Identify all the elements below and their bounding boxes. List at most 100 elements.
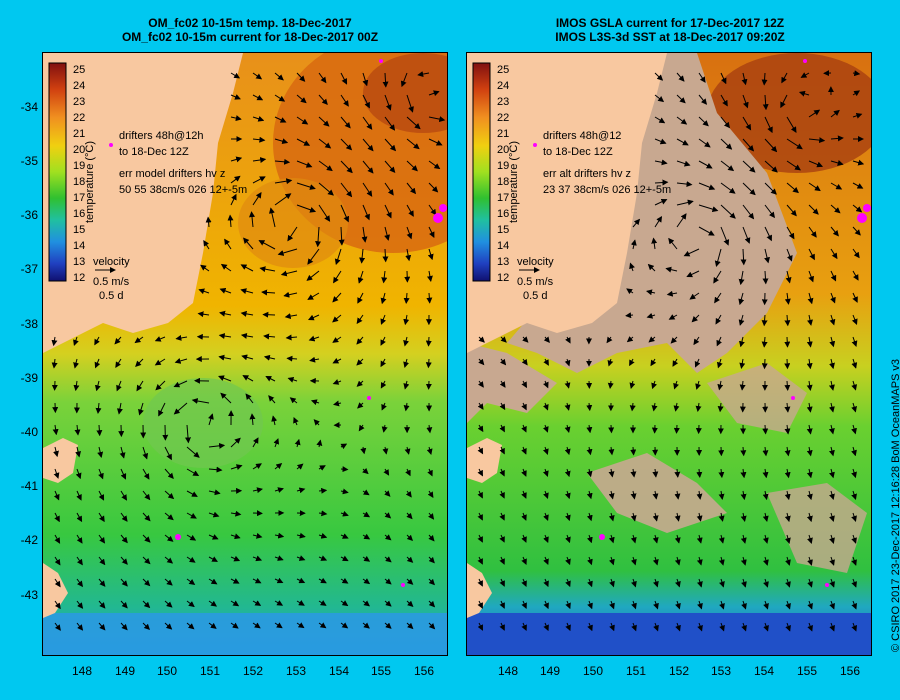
current-arrow (98, 468, 104, 480)
current-arrow (230, 533, 241, 540)
current-arrow (808, 226, 817, 238)
current-arrow (668, 314, 678, 320)
current-arrow (665, 266, 678, 273)
current-arrow (761, 358, 768, 370)
current-arrow (676, 181, 693, 188)
current-arrow (695, 380, 701, 390)
current-arrow (785, 270, 792, 284)
current-arrow (428, 138, 443, 146)
current-arrow (97, 446, 104, 458)
current-arrow (719, 622, 725, 632)
current-arrow (428, 182, 439, 193)
current-arrow (764, 160, 778, 173)
current-arrow (829, 490, 835, 501)
current-arrow (543, 512, 549, 522)
current-arrow (654, 179, 669, 186)
current-arrow (403, 358, 410, 368)
current-arrow (564, 446, 571, 456)
current-arrow (587, 578, 593, 588)
cb-tick: 13 (497, 256, 509, 268)
current-arrow (740, 512, 747, 522)
current-arrow (852, 159, 865, 166)
current-arrow (252, 115, 265, 122)
current-arrow (318, 72, 327, 84)
cb-tick: 12 (497, 272, 509, 284)
current-arrow (362, 511, 371, 518)
current-arrow (205, 216, 212, 228)
current-arrow (785, 622, 791, 632)
current-arrow (651, 402, 658, 412)
x-tick: 154 (753, 664, 775, 678)
cb-tick: 23 (497, 96, 509, 108)
current-arrow (586, 402, 593, 412)
current-arrow (116, 402, 123, 415)
current-arrow (807, 534, 813, 544)
current-arrow (338, 226, 345, 246)
current-arrow (674, 534, 681, 544)
current-arrow (356, 380, 364, 387)
cb-tick: 22 (497, 112, 509, 124)
current-arrow (154, 336, 166, 342)
current-arrow (676, 199, 694, 206)
current-arrow (380, 292, 387, 305)
current-arrow (230, 72, 241, 79)
current-arrow (521, 380, 527, 389)
current-arrow (740, 248, 747, 266)
current-arrow (718, 468, 725, 479)
cb-tick: 15 (73, 224, 85, 236)
current-arrow (53, 446, 59, 458)
current-arrow (829, 622, 835, 632)
current-arrow (742, 94, 749, 109)
current-arrow (499, 512, 505, 521)
current-arrow (428, 556, 435, 564)
cb-tick: 16 (73, 208, 85, 220)
current-arrow (428, 534, 435, 542)
current-arrow (271, 415, 278, 426)
x-tick: 153 (285, 664, 307, 678)
current-arrow (784, 534, 791, 544)
current-arrow (96, 424, 103, 437)
current-arrow (241, 354, 254, 361)
current-arrow (564, 512, 571, 522)
current-arrow (340, 443, 348, 450)
current-arrow (333, 270, 342, 284)
current-arrow (273, 438, 280, 448)
current-arrow (586, 512, 593, 522)
current-arrow (403, 402, 410, 412)
current-arrow (652, 512, 659, 522)
current-arrow (428, 512, 435, 520)
current-arrow (674, 468, 681, 478)
current-arrow (852, 292, 858, 303)
current-arrow (499, 600, 505, 609)
current-arrow (780, 94, 788, 109)
current-arrow (191, 398, 210, 404)
colorbar (472, 62, 491, 282)
current-arrow (543, 336, 550, 343)
current-arrow (565, 622, 571, 632)
current-arrow (499, 446, 505, 455)
current-arrow (358, 424, 365, 432)
current-arrow (283, 291, 298, 298)
current-arrow (674, 490, 681, 500)
land-mainland (43, 53, 243, 353)
current-arrow (786, 204, 797, 217)
current-arrow (384, 138, 397, 152)
current-arrow (478, 358, 485, 366)
current-arrow (261, 289, 276, 296)
current-arrow (296, 600, 305, 606)
current-arrow (764, 138, 778, 153)
current-arrow (120, 578, 128, 587)
current-arrow (586, 468, 593, 478)
current-arrow (761, 336, 768, 348)
left-title-line1: OM_fc02 10-15m temp. 18-Dec-2017 (148, 16, 352, 30)
current-arrow (830, 160, 844, 166)
current-arrow (296, 116, 309, 125)
current-arrow (259, 266, 276, 273)
current-arrow (785, 578, 791, 588)
current-arrow (651, 237, 658, 250)
current-arrow (406, 94, 414, 113)
current-arrow (203, 240, 210, 250)
current-arrow (609, 622, 615, 632)
cb-tick: 25 (497, 64, 509, 76)
current-arrow (763, 578, 769, 588)
